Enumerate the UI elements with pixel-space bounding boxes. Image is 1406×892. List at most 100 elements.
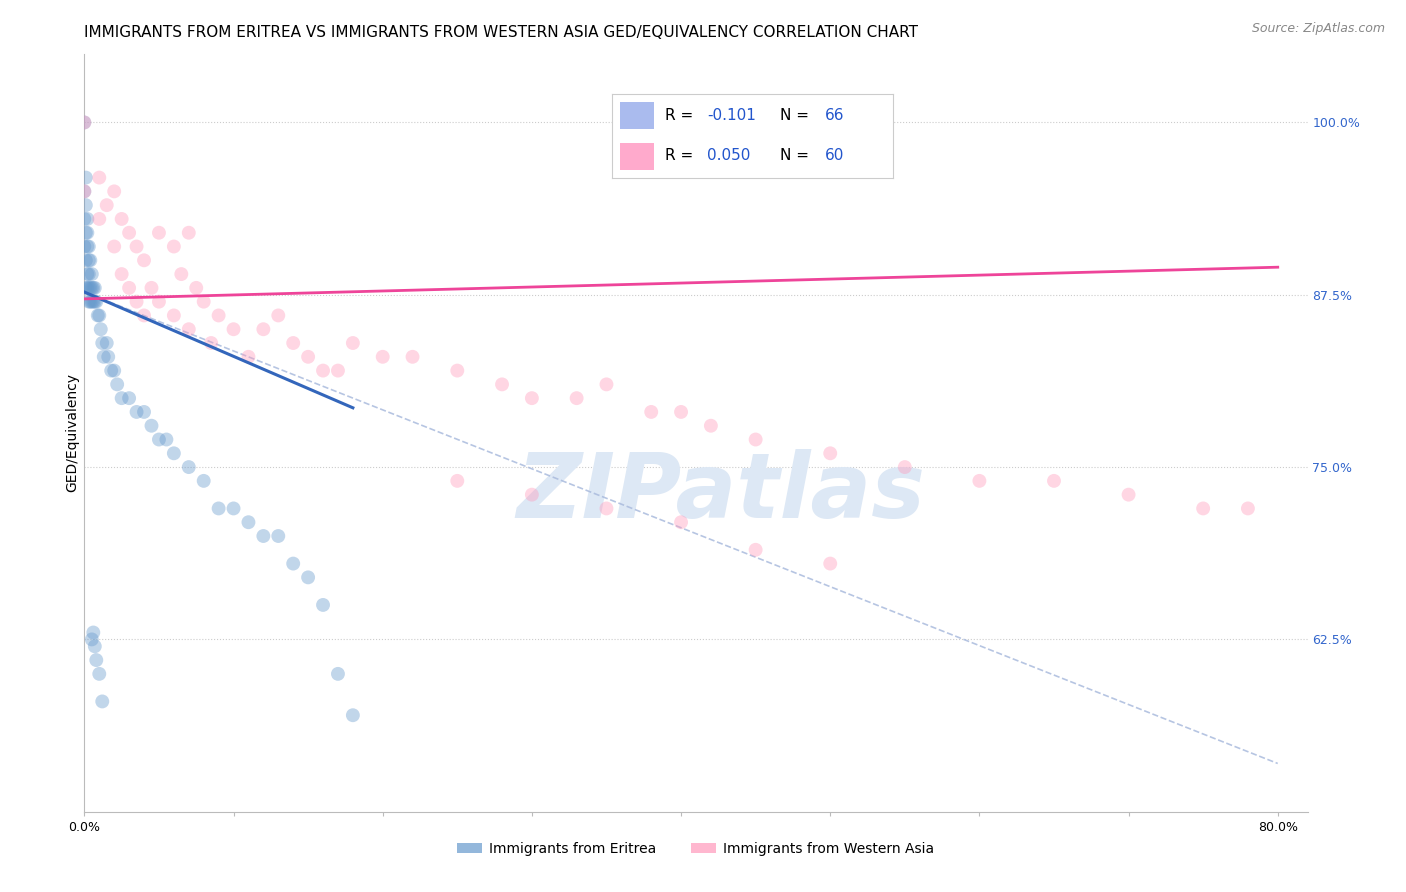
Point bbox=[132, 253, 155, 268]
Point bbox=[73, 211, 96, 226]
Point bbox=[818, 557, 841, 571]
Point bbox=[163, 239, 186, 253]
Point bbox=[297, 570, 319, 584]
Text: N =: N = bbox=[780, 108, 814, 123]
Point bbox=[342, 708, 364, 723]
Point bbox=[326, 363, 349, 377]
Text: IMMIGRANTS FROM ERITREA VS IMMIGRANTS FROM WESTERN ASIA GED/EQUIVALENCY CORRELAT: IMMIGRANTS FROM ERITREA VS IMMIGRANTS FR… bbox=[84, 25, 918, 40]
Legend: Immigrants from Eritrea, Immigrants from Western Asia: Immigrants from Eritrea, Immigrants from… bbox=[451, 837, 941, 862]
Point bbox=[103, 239, 125, 253]
Point bbox=[207, 309, 229, 323]
Point bbox=[77, 281, 100, 295]
FancyBboxPatch shape bbox=[620, 103, 654, 129]
Point bbox=[1118, 488, 1140, 502]
Point bbox=[371, 350, 394, 364]
Point bbox=[76, 239, 98, 253]
Point bbox=[76, 281, 98, 295]
Point bbox=[73, 185, 96, 199]
Point bbox=[297, 350, 319, 364]
Point bbox=[342, 336, 364, 351]
Text: -0.101: -0.101 bbox=[707, 108, 756, 123]
Point bbox=[818, 446, 841, 460]
Point bbox=[969, 474, 991, 488]
Point bbox=[80, 294, 103, 309]
Point bbox=[125, 405, 148, 419]
Point bbox=[238, 350, 260, 364]
Point bbox=[267, 529, 290, 543]
Point bbox=[75, 281, 97, 295]
Point bbox=[520, 488, 543, 502]
Point bbox=[84, 653, 107, 667]
Point bbox=[312, 598, 335, 612]
Point bbox=[76, 226, 98, 240]
Point bbox=[238, 515, 260, 529]
Point bbox=[141, 418, 163, 433]
Point bbox=[1192, 501, 1215, 516]
Point bbox=[83, 640, 105, 654]
Point bbox=[177, 322, 200, 336]
Point bbox=[283, 557, 305, 571]
Point bbox=[89, 309, 111, 323]
Point bbox=[186, 281, 208, 295]
Point bbox=[73, 115, 96, 129]
Point bbox=[148, 294, 170, 309]
Point bbox=[100, 363, 122, 377]
Point bbox=[125, 239, 148, 253]
Point bbox=[565, 391, 588, 405]
Point bbox=[520, 391, 543, 405]
Point bbox=[401, 350, 423, 364]
Point bbox=[103, 363, 125, 377]
Point bbox=[96, 198, 118, 212]
Point bbox=[177, 226, 200, 240]
Point bbox=[73, 185, 96, 199]
Point bbox=[97, 350, 120, 364]
Point bbox=[155, 433, 177, 447]
Point bbox=[82, 281, 104, 295]
Point bbox=[252, 322, 274, 336]
Point bbox=[200, 336, 222, 351]
Text: 60: 60 bbox=[825, 148, 845, 163]
Point bbox=[267, 309, 290, 323]
Text: R =: R = bbox=[665, 148, 699, 163]
Point bbox=[105, 377, 128, 392]
Point bbox=[77, 253, 100, 268]
Point bbox=[80, 281, 103, 295]
Point bbox=[700, 418, 723, 433]
Point bbox=[177, 460, 200, 475]
Point bbox=[283, 336, 305, 351]
Point bbox=[163, 446, 186, 460]
Text: 0.050: 0.050 bbox=[707, 148, 751, 163]
Point bbox=[640, 405, 662, 419]
Point bbox=[77, 267, 100, 281]
Point bbox=[96, 336, 118, 351]
Point bbox=[75, 253, 97, 268]
Point bbox=[669, 515, 692, 529]
Point bbox=[77, 294, 100, 309]
Point bbox=[82, 625, 104, 640]
Point bbox=[744, 433, 766, 447]
Point bbox=[222, 501, 245, 516]
Text: N =: N = bbox=[780, 148, 814, 163]
Point bbox=[76, 267, 98, 281]
Point bbox=[83, 281, 105, 295]
Point bbox=[84, 294, 107, 309]
Point bbox=[446, 363, 468, 377]
Point bbox=[75, 170, 97, 185]
Point bbox=[79, 281, 101, 295]
Point bbox=[141, 281, 163, 295]
Point bbox=[132, 309, 155, 323]
Point bbox=[193, 294, 215, 309]
Point bbox=[1237, 501, 1260, 516]
Text: R =: R = bbox=[665, 108, 699, 123]
Point bbox=[91, 694, 114, 708]
Text: 66: 66 bbox=[825, 108, 845, 123]
Point bbox=[73, 239, 96, 253]
Point bbox=[118, 281, 141, 295]
Point bbox=[80, 267, 103, 281]
Point bbox=[312, 363, 335, 377]
Point bbox=[73, 115, 96, 129]
Point bbox=[193, 474, 215, 488]
Point bbox=[79, 294, 101, 309]
Point bbox=[91, 336, 114, 351]
Point bbox=[76, 211, 98, 226]
